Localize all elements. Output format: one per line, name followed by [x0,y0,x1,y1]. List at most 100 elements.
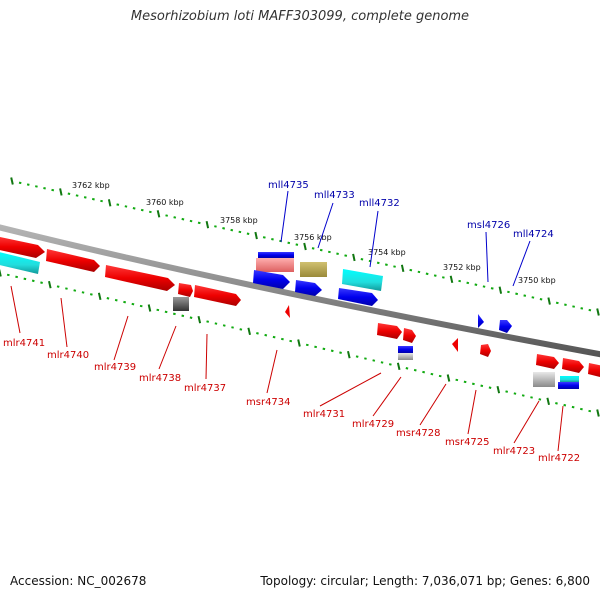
scale-tick-minor [531,296,535,299]
label-line [60,297,68,348]
label-line [512,240,531,287]
scale-tick-minor [355,355,359,358]
gene-mlr4739-arrow[interactable] [105,265,175,291]
gene-mlr4731-arrow[interactable] [377,323,402,339]
gene-mlr4722-blue-box[interactable] [558,382,579,389]
gene-label-mlr4741[interactable]: mlr4741 [3,338,45,349]
scale-tick-minor [189,219,193,223]
gene-label-mlr4739[interactable]: mlr4739 [94,362,136,373]
gene-label-mlr4723[interactable]: mlr4723 [493,446,535,457]
scale-tick-minor [405,367,409,370]
gene-label-mll4724[interactable]: mll4724 [513,229,554,240]
scale-tick-minor [197,221,201,225]
gene-mlr4737-arrow[interactable] [194,285,241,306]
gene-mll4724-arrow[interactable] [499,320,512,333]
gene-edge-arrow[interactable] [588,363,600,378]
gene-label-mlr4740[interactable]: mlr4740 [47,350,89,361]
lower-scale-ticks [0,269,600,417]
scale-tick-minor [222,227,226,230]
scale-tick-minor [339,351,342,354]
scale-tick-minor [579,407,583,411]
scale-tick-major [197,315,202,324]
gene-mlr4729-arrow[interactable] [403,328,416,343]
gene-label-msr4734[interactable]: msr4734 [246,397,291,408]
scale-tick-minor [413,368,417,372]
gene-mll4735-pink-box[interactable] [256,258,294,272]
scale-tick-minor [305,343,309,347]
scale-tick-minor [417,270,421,274]
scale-tick-minor [430,372,434,376]
gene-mlr4740-arrow[interactable] [46,249,100,272]
scale-tick-minor [364,357,367,360]
gene-mlr4722-cyan-box[interactable] [560,376,579,382]
gene-mll4733-arrow[interactable] [295,280,322,296]
gene-label-msl4726[interactable]: msl4726 [467,220,510,231]
gene-label-msr4725[interactable]: msr4725 [445,437,490,448]
gene-label-mll4733[interactable]: mll4733 [314,190,355,201]
label-line [369,210,379,268]
scale-tick-minor [222,324,226,327]
gene-mll4732-arrow[interactable] [338,288,378,306]
scale-tick-minor [482,285,486,288]
gene-mlr4729-grey-box[interactable] [398,353,413,360]
gene-label-mlr4722[interactable]: mlr4722 [538,453,580,464]
gene-label-mlr4737[interactable]: mlr4737 [184,383,226,394]
gene-msr4734-marker[interactable] [285,305,290,318]
label-line [372,376,402,417]
scale-tick-minor [322,347,326,351]
scale-tick-major [48,280,52,289]
gene-msr4728-marker[interactable] [452,338,458,352]
scale-tick-minor [572,305,576,308]
scale-tick-minor [330,349,334,353]
gene-mll4735-box[interactable] [258,252,294,258]
scale-tick-minor [123,300,127,304]
gene-mlr4738-grey-box[interactable] [173,297,189,311]
scale-tick-minor [164,310,168,314]
scale-tick-minor [295,243,299,246]
scale-tick-minor [458,279,462,283]
scale-tick-minor [588,308,592,312]
scale-tick-minor [34,185,38,188]
gene-mlr4723-arrow[interactable] [536,354,559,369]
scale-tick-minor [214,322,218,325]
scale-tick-minor [214,225,217,228]
gene-label-mll4735[interactable]: mll4735 [268,180,309,191]
scale-label: 3756 kbp [294,233,332,242]
scale-tick-minor [173,216,177,219]
scale-tick-minor [455,378,459,382]
scale-tick-minor [480,384,484,388]
gene-label-msr4728[interactable]: msr4728 [396,428,441,439]
gene-mlr4723-grey-box[interactable] [533,372,555,387]
gene-label-mlr4738[interactable]: mlr4738 [139,373,181,384]
gene-label-mlr4729[interactable]: mlr4729 [352,419,394,430]
scale-tick-minor [106,297,110,300]
gene-mlr4741-rna-box[interactable] [0,251,40,274]
scale-tick-minor [463,380,467,384]
scale-tick-minor [131,302,135,306]
label-line [557,405,564,452]
gene-mll4732-rna-box[interactable] [342,269,383,291]
gene-label-mll4732[interactable]: mll4732 [359,198,400,209]
gene-mll4733-olive-box[interactable] [300,262,327,277]
gene-mlr4738-arrow[interactable] [178,283,193,297]
scale-tick-minor [132,207,136,210]
gene-msr4725-arrow[interactable] [480,344,491,357]
scale-tick-major [547,297,551,305]
gene-mlr4741-arrow[interactable] [0,236,45,258]
gene-mlr4729-blue-box[interactable] [398,346,413,353]
scale-tick-minor [438,374,442,378]
label-line [113,315,129,361]
scale-tick-major [247,327,251,336]
scale-tick-minor [555,402,558,405]
scale-tick-minor [67,192,71,195]
scale-tick-major [205,220,210,229]
gene-mll4735-arrow[interactable] [253,270,290,289]
scale-tick-minor [206,320,210,323]
scale-tick-minor [580,307,584,310]
gene-label-mlr4731[interactable]: mlr4731 [303,409,345,420]
gene-mlr4722-arrow[interactable] [562,358,584,373]
scale-tick-minor [181,314,185,318]
scale-tick-minor [26,183,30,186]
gene-msl4726-marker[interactable] [478,314,484,328]
